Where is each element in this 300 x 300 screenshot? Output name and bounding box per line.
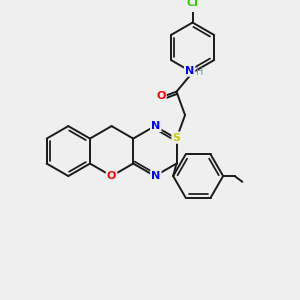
Text: N: N: [151, 171, 160, 181]
Text: Cl: Cl: [187, 0, 199, 8]
Text: S: S: [172, 133, 181, 142]
Text: O: O: [107, 171, 116, 181]
Text: N: N: [185, 66, 194, 76]
Text: N: N: [151, 121, 160, 131]
Text: O: O: [156, 91, 166, 101]
Text: H: H: [196, 67, 203, 76]
